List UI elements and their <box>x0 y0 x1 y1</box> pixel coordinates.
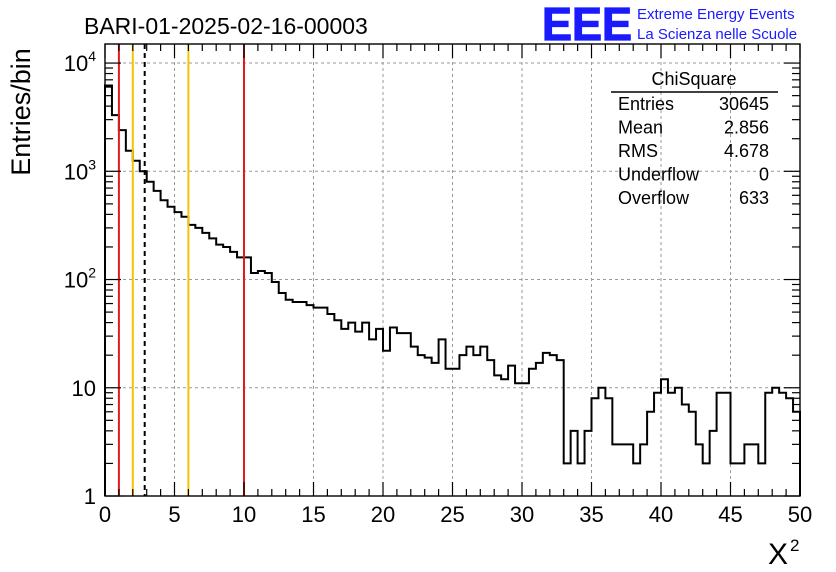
stats-value: 30645 <box>719 94 769 114</box>
y-tick-label: 102 <box>64 265 96 293</box>
stats-label: Underflow <box>618 165 700 185</box>
reference-lines <box>117 44 245 496</box>
eee-logo: EEE Extreme Energy Events La Scienza nel… <box>541 0 797 51</box>
x-tick-label: 40 <box>649 502 673 527</box>
y-tick-exponent: 3 <box>88 156 96 172</box>
x-axis-label-sup: 2 <box>790 536 799 555</box>
x-axis-label-base: X <box>768 538 788 571</box>
histogram-outline <box>104 84 801 496</box>
y-tick-label: 104 <box>64 48 96 76</box>
y-tick-label: 103 <box>64 156 96 184</box>
stats-value: 2.856 <box>724 118 769 138</box>
y-tick-exponent: 4 <box>88 48 96 64</box>
stats-box: ChiSquare Entries 30645 Mean 2.856 RMS 4.678 U… <box>611 69 778 208</box>
y-tick-exponent: 2 <box>88 265 96 281</box>
logo-line-2: La Scienza nelle Scuole <box>637 26 797 43</box>
x-tick-label: 10 <box>232 502 256 527</box>
stats-value: 633 <box>739 188 769 208</box>
y-tick-base: 10 <box>64 268 88 293</box>
y-tick-label: 10 <box>72 376 96 401</box>
stats-label: Overflow <box>618 188 690 208</box>
stats-title: ChiSquare <box>651 69 736 89</box>
grid <box>105 44 800 496</box>
x-axis-ticks: 0 5 10 15 20 25 30 35 40 45 50 <box>99 44 812 527</box>
stats-label: RMS <box>618 141 658 161</box>
logo-mark: EEE <box>542 0 632 50</box>
histogram-series <box>104 84 801 496</box>
chart-title: BARI-01-2025-02-16-00003 <box>84 13 368 39</box>
x-tick-label: 30 <box>510 502 534 527</box>
stats-rows: Entries 30645 Mean 2.856 RMS 4.678 Underflow 0 O… <box>618 94 769 208</box>
y-tick-base: 10 <box>72 376 96 401</box>
stats-value: 0 <box>759 165 769 185</box>
y-tick-base: 1 <box>84 484 96 509</box>
stats-label: Mean <box>618 118 663 138</box>
logo-line-1: Extreme Energy Events <box>637 6 795 23</box>
y-tick-label: 1 <box>84 484 96 509</box>
x-tick-label: 45 <box>718 502 742 527</box>
stats-label: Entries <box>618 94 674 114</box>
x-tick-label: 0 <box>99 502 111 527</box>
y-axis-label: Entries/bin <box>6 48 36 176</box>
x-tick-label: 35 <box>579 502 603 527</box>
stats-value: 4.678 <box>724 141 769 161</box>
x-tick-label: 25 <box>440 502 464 527</box>
x-tick-label: 50 <box>788 502 812 527</box>
y-tick-base: 10 <box>64 159 88 184</box>
x-tick-label: 20 <box>371 502 395 527</box>
x-tick-label: 15 <box>301 502 325 527</box>
x-tick-label: 5 <box>168 502 180 527</box>
y-tick-base: 10 <box>64 51 88 76</box>
